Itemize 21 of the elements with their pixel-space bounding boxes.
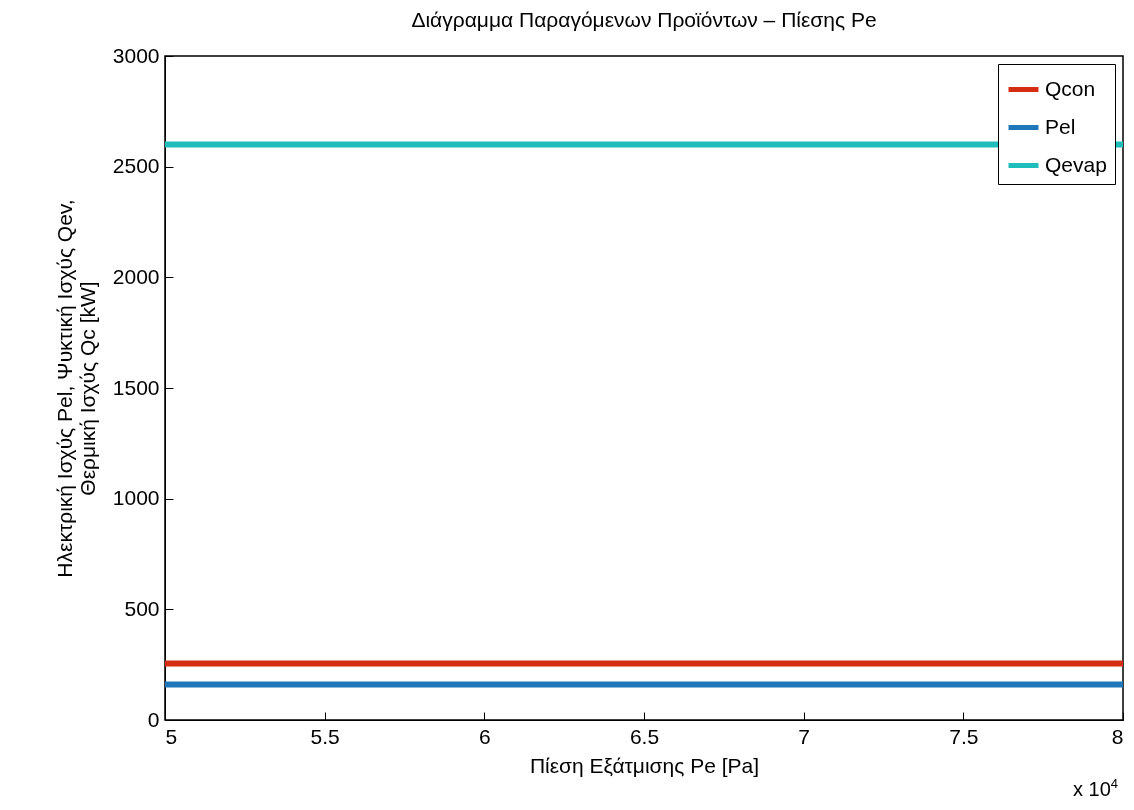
y-tick-label: 1500	[112, 375, 160, 399]
x-tick-label: 5	[165, 724, 178, 748]
chart-title: Διάγραμμα Παραγόμενων Προϊόντων – Πίεσης Pe	[411, 8, 877, 31]
y-tick-label: 2500	[112, 154, 160, 178]
y-tick-label: 2000	[112, 264, 160, 288]
legend-label: Qcon	[1045, 76, 1096, 100]
x-tick-label: 8	[1111, 724, 1124, 748]
x-tick-label: 6.5	[629, 724, 660, 748]
y-tick-label: 0	[147, 707, 160, 731]
y-axis-title: Ηλεκτρική Ισχύς Pel, Ψυκτική Ισχύς Qev, Θερμική Ισχύς Qc [kW]	[52, 199, 99, 578]
y-tick-label: 500	[124, 596, 160, 620]
y-tick-label: 1000	[112, 486, 160, 510]
legend-label: Qevap	[1045, 152, 1107, 176]
y-tick-label: 3000	[112, 43, 160, 67]
legend-label: Pel	[1045, 114, 1076, 138]
x-tick-label: 6	[478, 724, 491, 748]
x-axis-title: Πίεση Εξάτμισης Pe [Pa]	[529, 753, 760, 777]
x-tick-label: 7.5	[949, 724, 979, 748]
x-tick-label: 7	[798, 724, 811, 748]
x-tick-label: 5.5	[310, 724, 340, 748]
text: x 10$^{4}$	[1072, 776, 1118, 801]
